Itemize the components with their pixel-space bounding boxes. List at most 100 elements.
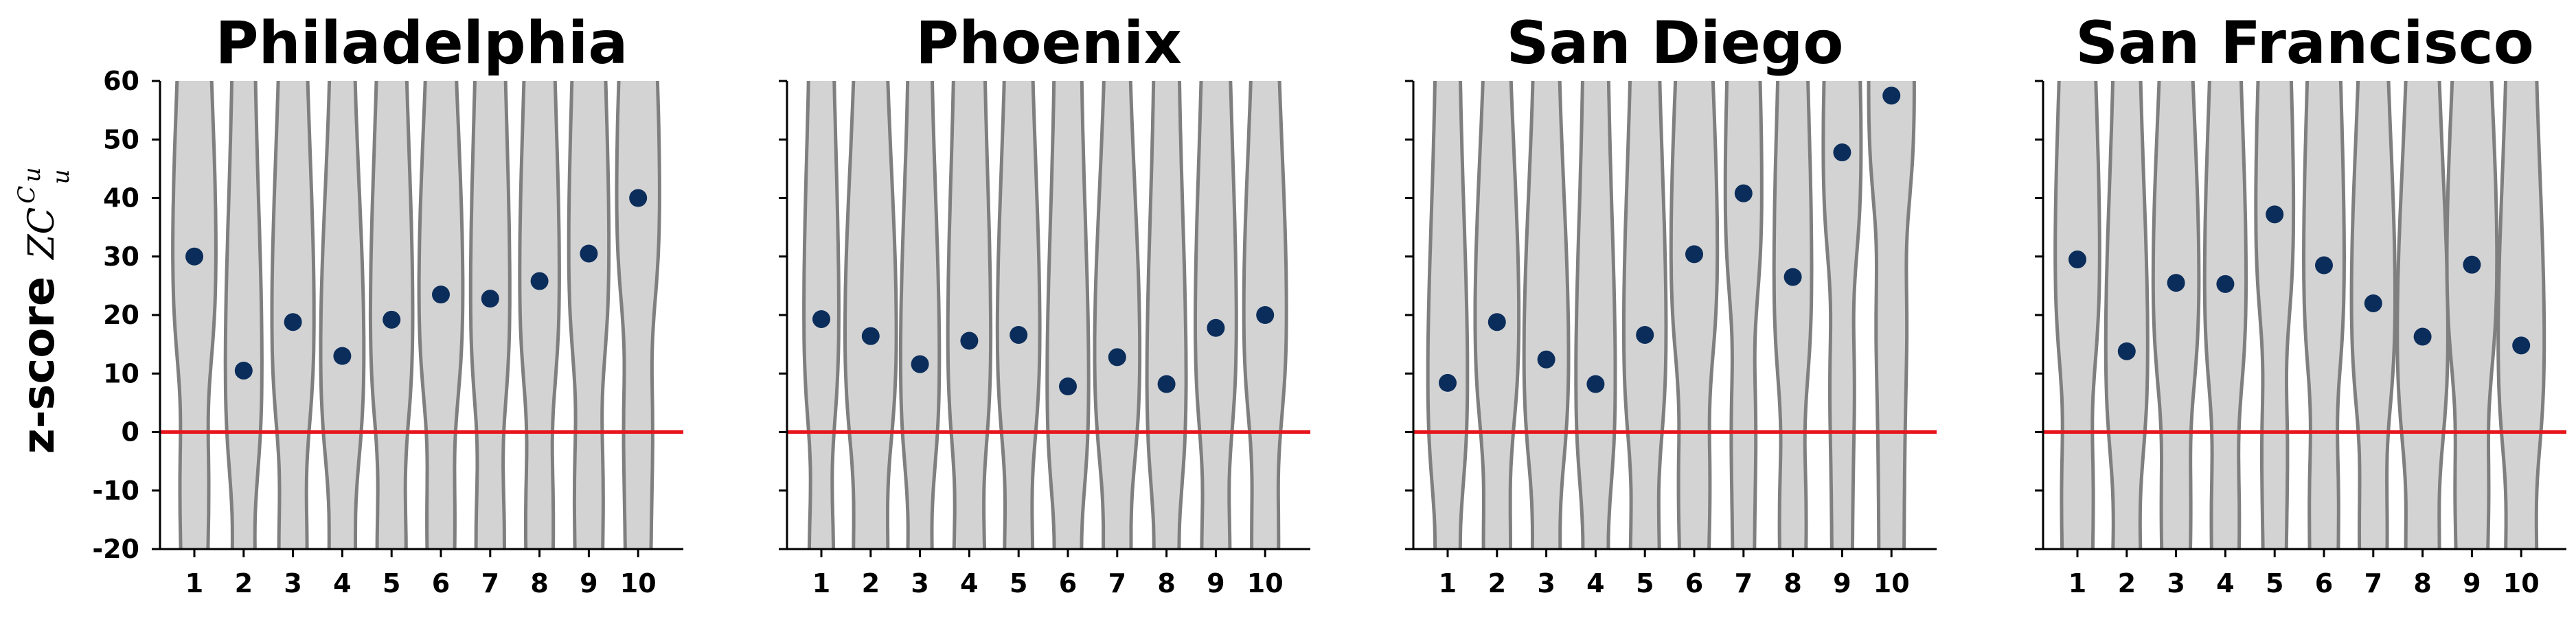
- violin-3: [2151, 81, 2201, 549]
- data-point-4: [960, 331, 979, 350]
- x-tick-label: 7: [481, 568, 499, 598]
- chart-title: San Francisco: [2075, 9, 2534, 78]
- x-tick-label: 8: [1157, 568, 1175, 598]
- data-point-8: [1157, 375, 1176, 393]
- y-tick-label: -10: [92, 476, 139, 506]
- violin-7: [1723, 81, 1764, 549]
- y-tick-label: 20: [103, 300, 139, 330]
- y-tick-label: 60: [103, 66, 139, 96]
- y-axis-label: z-score: [14, 277, 65, 454]
- data-point-5: [2266, 205, 2284, 224]
- chart-panel: San Francisco 1 2 3 4 5 6 7 8 9 10: [2035, 9, 2566, 598]
- violin-10: [615, 81, 661, 549]
- data-point-3: [911, 355, 929, 373]
- x-tick-label: 3: [1537, 568, 1555, 598]
- x-tick-label: 9: [1207, 568, 1224, 598]
- violin-8: [1145, 81, 1188, 549]
- violin-10: [1242, 81, 1288, 549]
- data-point-2: [234, 361, 253, 380]
- x-tick-label: 3: [2167, 568, 2185, 598]
- data-point-4: [333, 347, 352, 365]
- x-tick-label: 5: [1010, 568, 1027, 598]
- data-point-2: [1488, 313, 1506, 331]
- violin-group: [171, 81, 661, 549]
- x-tick-label: 7: [2364, 568, 2382, 598]
- violin-1: [802, 81, 841, 549]
- x-tick-label: 10: [2503, 568, 2540, 598]
- violin-4: [2202, 81, 2248, 549]
- chart-panel: Phoenix 1 2 3 4 5 6 7 8 9 10: [779, 9, 1310, 598]
- svg-text:z-score ZC C: z-score ZC C u u: [13, 164, 75, 454]
- y-axis-label-group: z-score ZC C u u: [13, 164, 75, 454]
- violin-3: [270, 81, 316, 549]
- x-tick-label: 6: [1685, 568, 1703, 598]
- x-tick-label: 10: [620, 568, 657, 598]
- data-point-5: [1010, 325, 1028, 344]
- violin-2: [1473, 81, 1521, 549]
- y-axis-symbol: ZC: [21, 207, 62, 261]
- x-tick-label: 9: [580, 568, 597, 598]
- x-tick-label: 2: [235, 568, 253, 598]
- data-point-9: [580, 244, 598, 263]
- x-tick-label: 8: [530, 568, 548, 598]
- data-point-8: [530, 272, 549, 290]
- x-tick-label: 4: [960, 568, 978, 598]
- violin-4: [319, 81, 366, 549]
- violin-9: [1194, 81, 1238, 549]
- data-point-6: [432, 286, 450, 304]
- data-point-1: [2068, 251, 2086, 269]
- violin-5: [995, 81, 1042, 549]
- data-point-4: [1586, 375, 1605, 393]
- violin-7: [1093, 81, 1142, 549]
- x-tick-label: 10: [1247, 568, 1284, 598]
- y-tick-label: 0: [122, 417, 139, 447]
- chart-title: Philadelphia: [216, 9, 628, 78]
- violin-2: [2104, 81, 2150, 549]
- x-tick-label: 4: [2216, 568, 2234, 598]
- violin-5: [368, 81, 415, 549]
- chart-panel: San Diego 1 2 3 4 5 6 7 8 9 10: [1405, 9, 1937, 598]
- data-point-8: [2413, 327, 2432, 346]
- x-tick-label: 7: [1108, 568, 1126, 598]
- violin-5: [2254, 81, 2296, 549]
- y-axis-symbol-sup-sub: u: [19, 167, 46, 183]
- y-axis-symbol-sub: u: [47, 170, 75, 185]
- x-tick-label: 8: [1783, 568, 1801, 598]
- data-point-2: [2117, 342, 2136, 360]
- data-point-6: [1685, 245, 1703, 264]
- x-tick-label: 7: [1735, 568, 1753, 598]
- violin-6: [2301, 81, 2347, 549]
- x-tick-label: 1: [2068, 568, 2086, 598]
- x-tick-label: 3: [284, 568, 301, 598]
- violin-8: [518, 81, 561, 549]
- data-point-9: [1207, 318, 1225, 337]
- data-point-2: [861, 327, 880, 345]
- data-point-3: [1537, 350, 1555, 369]
- x-tick-label: 1: [185, 568, 203, 598]
- y-tick-label: 10: [103, 358, 139, 388]
- data-point-1: [812, 310, 830, 328]
- data-point-7: [1108, 348, 1126, 366]
- x-tick-label: 5: [2266, 568, 2283, 598]
- violin-4: [946, 81, 993, 549]
- violin-8: [1772, 81, 1814, 549]
- data-point-10: [1882, 86, 1901, 105]
- chart-title: San Diego: [1507, 9, 1844, 78]
- y-tick-label: 50: [103, 124, 139, 154]
- x-tick-label: 6: [2315, 568, 2333, 598]
- violin-group: [2053, 81, 2546, 549]
- data-point-3: [2167, 274, 2185, 292]
- violin-6: [1669, 81, 1720, 549]
- violin-1: [1426, 81, 1470, 549]
- chart-panel: Philadelphia 60 50 40 30 20 10 0 -10 -20 1 2 3 4 5 6 7 8 9…: [92, 9, 683, 598]
- data-point-10: [2512, 336, 2531, 355]
- data-point-4: [2216, 275, 2235, 293]
- violin-9: [2445, 81, 2499, 549]
- y-tick-label: -20: [92, 534, 139, 564]
- data-point-7: [1734, 184, 1753, 202]
- violin-10: [2496, 81, 2546, 549]
- x-tick-label: 2: [862, 568, 880, 598]
- violin-6: [1045, 81, 1091, 549]
- data-point-1: [1439, 373, 1457, 392]
